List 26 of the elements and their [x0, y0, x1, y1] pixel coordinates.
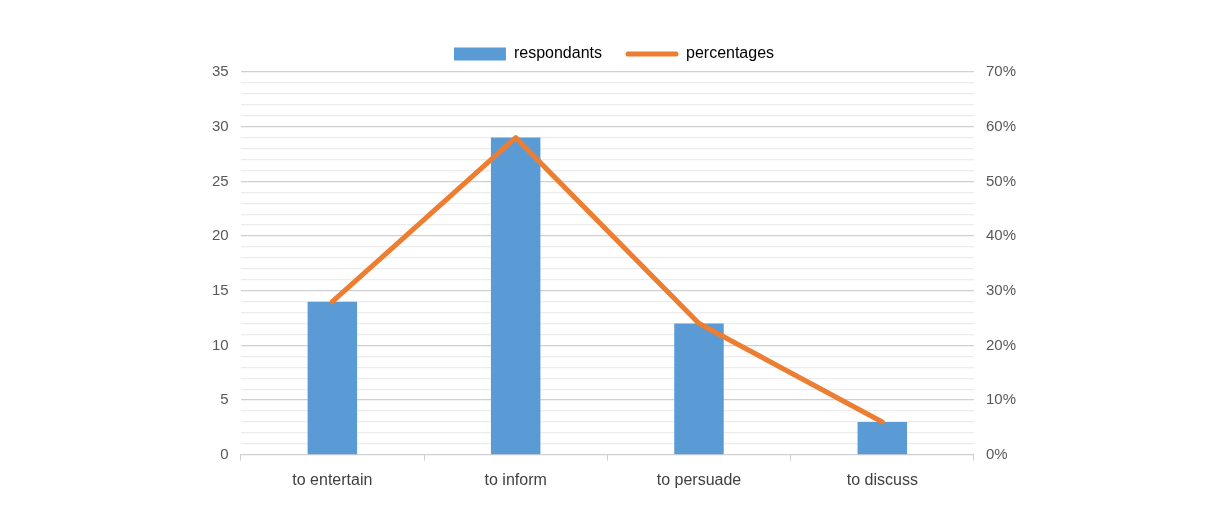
bar: [674, 323, 724, 455]
bar: [307, 301, 358, 455]
y2-tick-label: 50%: [985, 171, 1017, 189]
x-tick-label: to inform: [484, 470, 547, 488]
y2-tick-label: 10%: [985, 390, 1017, 408]
y-tick-label: 25: [212, 171, 229, 189]
y-tick-label: 10: [212, 335, 229, 353]
y-tick-label: 15: [212, 280, 229, 298]
y-tick-label: 5: [220, 390, 229, 408]
y2-tick-label: 30%: [985, 280, 1017, 298]
y2-tick-label: 20%: [985, 335, 1017, 353]
legend-label: percentages: [686, 44, 775, 62]
y2-tick-label: 60%: [985, 116, 1017, 134]
y-tick-label: 30: [212, 116, 229, 134]
x-tick-label: to entertain: [292, 470, 373, 488]
y-tick-label: 35: [212, 62, 229, 80]
y2-tick-label: 0%: [985, 444, 1008, 462]
bar: [490, 137, 541, 455]
y2-tick-label: 40%: [985, 226, 1017, 244]
legend-label: respondants: [513, 44, 602, 62]
x-tick-label: to discuss: [846, 470, 918, 488]
y-tick-label: 0: [220, 444, 229, 462]
x-tick-label: to persuade: [656, 470, 742, 488]
y-tick-label: 20: [212, 226, 229, 244]
bar: [857, 421, 908, 455]
y2-tick-label: 70%: [985, 62, 1017, 80]
